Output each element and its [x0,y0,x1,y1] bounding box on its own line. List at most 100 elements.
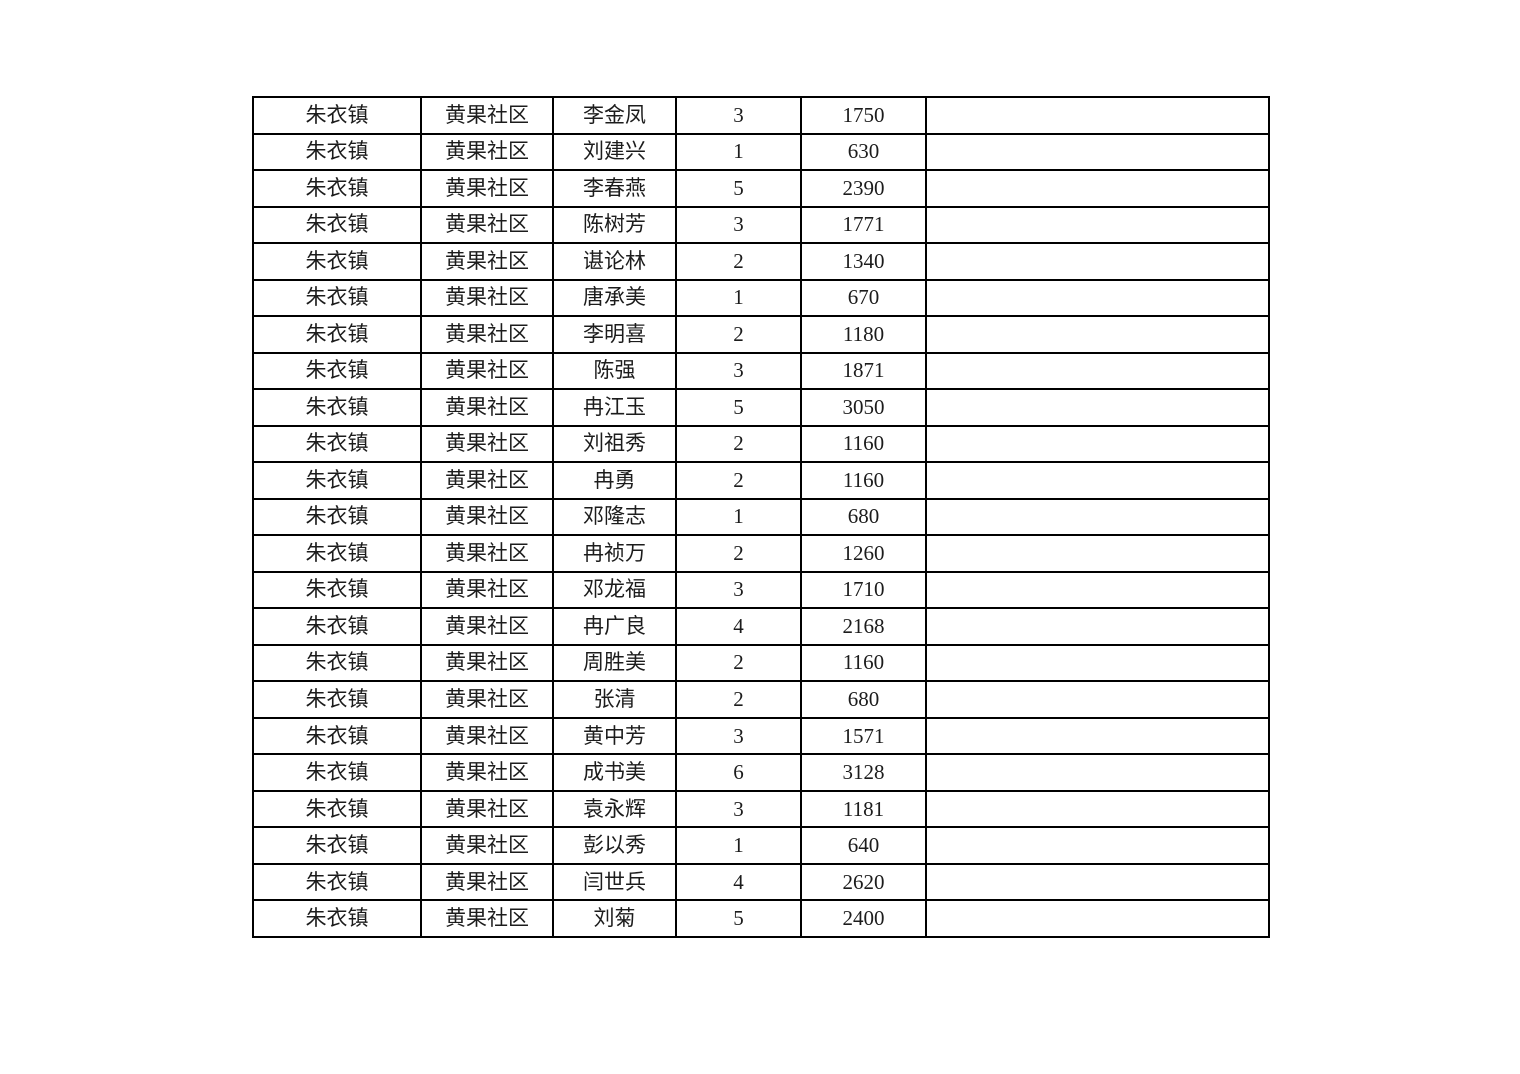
cell-amount: 1750 [800,96,927,135]
cell-note [925,899,1270,938]
cell-count: 5 [675,899,802,938]
cell-count: 1 [675,132,802,172]
table-row: 朱衣镇 黄果社区 冉祯万 2 1260 [252,534,1270,573]
table-row: 朱衣镇 黄果社区 闫世兵 4 2620 [252,862,1270,902]
cell-note [925,242,1270,281]
cell-note [925,607,1270,646]
cell-count: 1 [675,826,802,865]
table-body: 朱衣镇 黄果社区 李金凤 3 1750 朱衣镇 黄果社区 刘建兴 1 630 [252,96,1270,938]
cell-name: 成书美 [552,753,677,792]
table-row: 朱衣镇 黄果社区 邓隆志 1 680 [252,497,1270,537]
table-row: 朱衣镇 黄果社区 李明喜 2 1180 [252,315,1270,354]
cell-name: 谌论林 [552,242,677,281]
cell-name: 刘祖秀 [552,424,677,464]
cell-count: 4 [675,607,802,646]
cell-name: 袁永辉 [552,789,677,829]
cell-note [925,424,1270,464]
cell-amount: 2390 [800,169,927,208]
cell-note [925,826,1270,865]
table-row: 朱衣镇 黄果社区 袁永辉 3 1181 [252,789,1270,829]
cell-amount: 630 [800,132,927,172]
cell-note [925,351,1270,391]
table-row: 朱衣镇 黄果社区 冉江玉 5 3050 [252,388,1270,427]
cell-amount: 1160 [800,424,927,464]
cell-count: 3 [675,716,802,756]
cell-note [925,643,1270,683]
cell-note [925,862,1270,902]
table-row: 朱衣镇 黄果社区 邓龙福 3 1710 [252,570,1270,610]
cell-name: 唐承美 [552,278,677,318]
table-row: 朱衣镇 黄果社区 陈树芳 3 1771 [252,205,1270,245]
cell-count: 2 [675,424,802,464]
cell-amount: 670 [800,278,927,318]
cell-town: 朱衣镇 [252,497,422,537]
table-row: 朱衣镇 黄果社区 周胜美 2 1160 [252,643,1270,683]
cell-amount: 680 [800,497,927,537]
cell-count: 2 [675,242,802,281]
table-row: 朱衣镇 黄果社区 陈强 3 1871 [252,351,1270,391]
cell-name: 冉勇 [552,461,677,500]
cell-town: 朱衣镇 [252,899,422,938]
cell-note [925,716,1270,756]
cell-community: 黄果社区 [420,789,554,829]
table-row: 朱衣镇 黄果社区 刘菊 5 2400 [252,899,1270,938]
cell-community: 黄果社区 [420,899,554,938]
cell-town: 朱衣镇 [252,607,422,646]
cell-amount: 1160 [800,643,927,683]
cell-name: 刘建兴 [552,132,677,172]
cell-name: 黄中芳 [552,716,677,756]
cell-name: 邓隆志 [552,497,677,537]
cell-note [925,132,1270,172]
cell-community: 黄果社区 [420,680,554,719]
cell-community: 黄果社区 [420,169,554,208]
cell-count: 2 [675,315,802,354]
cell-community: 黄果社区 [420,424,554,464]
cell-count: 3 [675,351,802,391]
cell-count: 4 [675,862,802,902]
cell-name: 刘菊 [552,899,677,938]
cell-community: 黄果社区 [420,534,554,573]
cell-community: 黄果社区 [420,132,554,172]
cell-town: 朱衣镇 [252,570,422,610]
cell-count: 2 [675,643,802,683]
cell-amount: 640 [800,826,927,865]
cell-community: 黄果社区 [420,643,554,683]
cell-count: 5 [675,388,802,427]
cell-town: 朱衣镇 [252,680,422,719]
cell-note [925,570,1270,610]
cell-count: 3 [675,96,802,135]
cell-count: 5 [675,169,802,208]
cell-community: 黄果社区 [420,461,554,500]
cell-count: 3 [675,570,802,610]
cell-amount: 1871 [800,351,927,391]
cell-name: 邓龙福 [552,570,677,610]
cell-name: 张清 [552,680,677,719]
cell-community: 黄果社区 [420,315,554,354]
table-row: 朱衣镇 黄果社区 刘祖秀 2 1160 [252,424,1270,464]
cell-amount: 2168 [800,607,927,646]
cell-amount: 1710 [800,570,927,610]
cell-amount: 2400 [800,899,927,938]
cell-name: 陈树芳 [552,205,677,245]
cell-count: 3 [675,205,802,245]
cell-community: 黄果社区 [420,570,554,610]
table-row: 朱衣镇 黄果社区 李金凤 3 1750 [252,96,1270,135]
cell-note [925,169,1270,208]
table-row: 朱衣镇 黄果社区 刘建兴 1 630 [252,132,1270,172]
cell-town: 朱衣镇 [252,205,422,245]
cell-count: 2 [675,534,802,573]
cell-town: 朱衣镇 [252,753,422,792]
cell-count: 1 [675,497,802,537]
table-row: 朱衣镇 黄果社区 冉广良 4 2168 [252,607,1270,646]
cell-count: 3 [675,789,802,829]
cell-note [925,315,1270,354]
cell-town: 朱衣镇 [252,461,422,500]
table-row: 朱衣镇 黄果社区 李春燕 5 2390 [252,169,1270,208]
cell-name: 李春燕 [552,169,677,208]
cell-community: 黄果社区 [420,278,554,318]
cell-name: 李金凤 [552,96,677,135]
cell-note [925,96,1270,135]
table-row: 朱衣镇 黄果社区 彭以秀 1 640 [252,826,1270,865]
cell-name: 彭以秀 [552,826,677,865]
